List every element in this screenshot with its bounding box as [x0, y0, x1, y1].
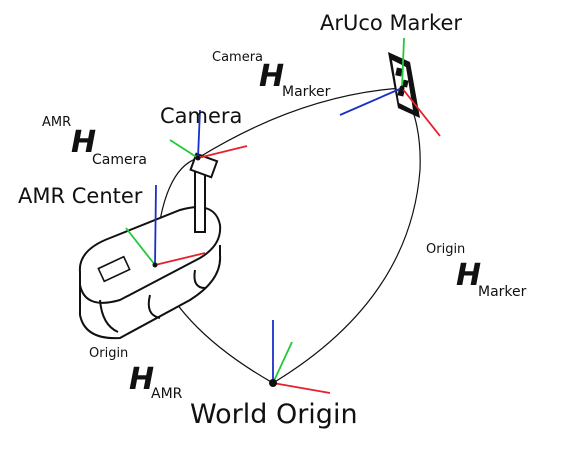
- amr-center-label: AMR Center: [18, 184, 143, 208]
- aruco-marker-board: [388, 52, 420, 118]
- camera-h-marker-sup: Camera: [212, 50, 263, 65]
- amr-wheel-far: [193, 269, 206, 289]
- origin-h-marker-sym: H: [456, 258, 481, 293]
- amr-h-camera-sym: H: [71, 125, 96, 160]
- transform-amr-h-camera: AMR H Camera: [42, 115, 147, 168]
- transform-origin-h-marker: Origin H Marker: [426, 242, 527, 300]
- marker-cell-b: [402, 79, 409, 88]
- camera-axis-y: [169, 139, 199, 159]
- world-origin-label: World Origin: [190, 399, 358, 430]
- aruco-marker-label: ArUco Marker: [320, 11, 462, 35]
- marker-axis-y: [401, 37, 405, 89]
- curve-origin-to-marker: [272, 87, 421, 384]
- frame-world-origin: [272, 320, 331, 394]
- amr-axis-x: [154, 252, 206, 266]
- amr-wheel-left: [99, 299, 119, 333]
- amr-top-shell: [78, 206, 222, 304]
- camera-dot: [195, 155, 201, 161]
- camera-axis-z: [197, 109, 201, 159]
- origin-h-marker-sup: Origin: [426, 242, 465, 257]
- marker-cell-c: [397, 89, 405, 97]
- mast-pole: [194, 169, 206, 233]
- marker-axis-z: [339, 87, 403, 116]
- transform-origin-h-amr: Origin H AMR: [89, 346, 183, 402]
- marker-axis-x: [401, 87, 441, 137]
- origin-axis-x: [272, 382, 331, 394]
- origin-dot: [269, 379, 277, 387]
- amr-lower-body: [79, 245, 222, 340]
- amr-h-camera-sub: Camera: [92, 152, 147, 168]
- amr-panel: [97, 255, 131, 283]
- frame-amr-center: [125, 184, 206, 266]
- origin-axis-y: [272, 341, 293, 384]
- camera-label: Camera: [160, 104, 242, 128]
- camera-axis-x: [197, 145, 248, 159]
- origin-h-amr-sup: Origin: [89, 346, 128, 361]
- amr-axis-z: [154, 184, 157, 266]
- amr-center-dot: [152, 262, 158, 268]
- amr-wheel-right: [147, 294, 161, 319]
- camera-h-marker-sym: H: [259, 59, 284, 94]
- transform-camera-h-marker: Camera H Marker: [212, 50, 331, 100]
- origin-h-marker-sub: Marker: [478, 284, 527, 300]
- origin-h-amr-sub: AMR: [151, 386, 183, 402]
- camera-h-marker-sub: Marker: [282, 84, 331, 100]
- frame-camera: [169, 109, 248, 159]
- curve-camera-to-marker: [197, 87, 403, 159]
- amr-axis-y: [125, 227, 156, 266]
- frame-marker: [339, 37, 441, 137]
- marker-dot: [399, 85, 405, 91]
- marker-cell-a: [395, 67, 403, 77]
- amr-robot: [78, 206, 222, 340]
- amr-h-camera-sup: AMR: [42, 115, 71, 130]
- origin-h-amr-sym: H: [129, 362, 154, 397]
